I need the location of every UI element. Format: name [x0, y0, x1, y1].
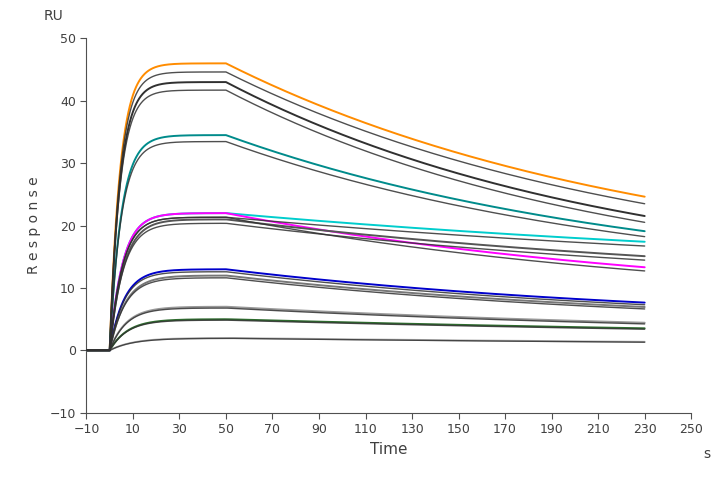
X-axis label: Time: Time: [370, 442, 408, 457]
Y-axis label: R e s p o n s e: R e s p o n s e: [27, 177, 41, 275]
Text: RU: RU: [44, 10, 64, 24]
Text: s: s: [703, 447, 711, 461]
